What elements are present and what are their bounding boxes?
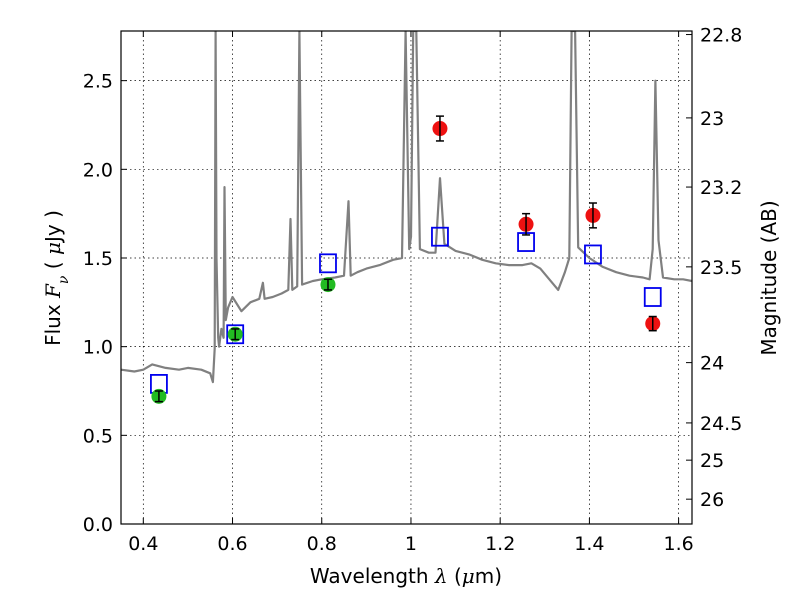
y-tick-label: 2.5: [83, 71, 113, 93]
x-tick-label: 1.2: [485, 533, 515, 555]
y-tick-label: 1.5: [83, 248, 113, 270]
right-tick-label: 24: [700, 353, 724, 375]
tick-marks: [121, 31, 692, 525]
right-tick-labels: 22.8 23 23.2 23.5 24 24.5 25 26: [700, 25, 742, 512]
right-tick-label: 24.5: [700, 413, 742, 435]
right-axis-label: Magnitude (AB): [757, 200, 781, 355]
spectrum-line: [121, 31, 692, 384]
model-square-marker: [319, 253, 337, 274]
x-tick-label: 0.8: [307, 533, 337, 555]
markers-layer: [150, 115, 662, 404]
x-tick-label: 1.4: [574, 533, 604, 555]
x-tick-label: 1.6: [664, 533, 694, 555]
model-square-marker: [226, 324, 245, 345]
x-tick-labels: 0.4 0.6 0.8 1 1.2 1.4 1.6: [128, 533, 694, 555]
right-tick-label: 23.2: [700, 177, 742, 199]
y-tick-labels: 0.0 0.5 1.0 1.5 2.0 2.5: [83, 71, 113, 536]
y-tick-label: 0.0: [83, 514, 113, 536]
right-tick-label: 23.5: [700, 257, 742, 279]
y-tick-label: 0.5: [83, 425, 113, 447]
right-tick-label: 22.8: [700, 25, 742, 47]
spectrum-layer: [121, 31, 692, 384]
plot-frame: [120, 30, 693, 525]
y-axis-label: Flux Fν ( μJy ): [41, 210, 72, 346]
x-axis-label: Wavelength λ (μm): [310, 564, 502, 588]
right-tick-label: 25: [700, 450, 724, 472]
y-tick-label: 1.0: [83, 337, 113, 359]
x-tick-label: 1: [405, 533, 417, 555]
right-tick-label: 26: [700, 489, 724, 511]
right-tick-label: 23: [700, 108, 724, 130]
model-square-marker: [584, 244, 602, 265]
model-square-marker: [517, 232, 535, 252]
x-tick-label: 0.6: [217, 533, 247, 555]
y-tick-label: 2.0: [83, 159, 113, 181]
x-tick-label: 0.4: [128, 533, 158, 555]
model-square-marker: [643, 287, 662, 307]
model-square-marker: [431, 226, 449, 247]
